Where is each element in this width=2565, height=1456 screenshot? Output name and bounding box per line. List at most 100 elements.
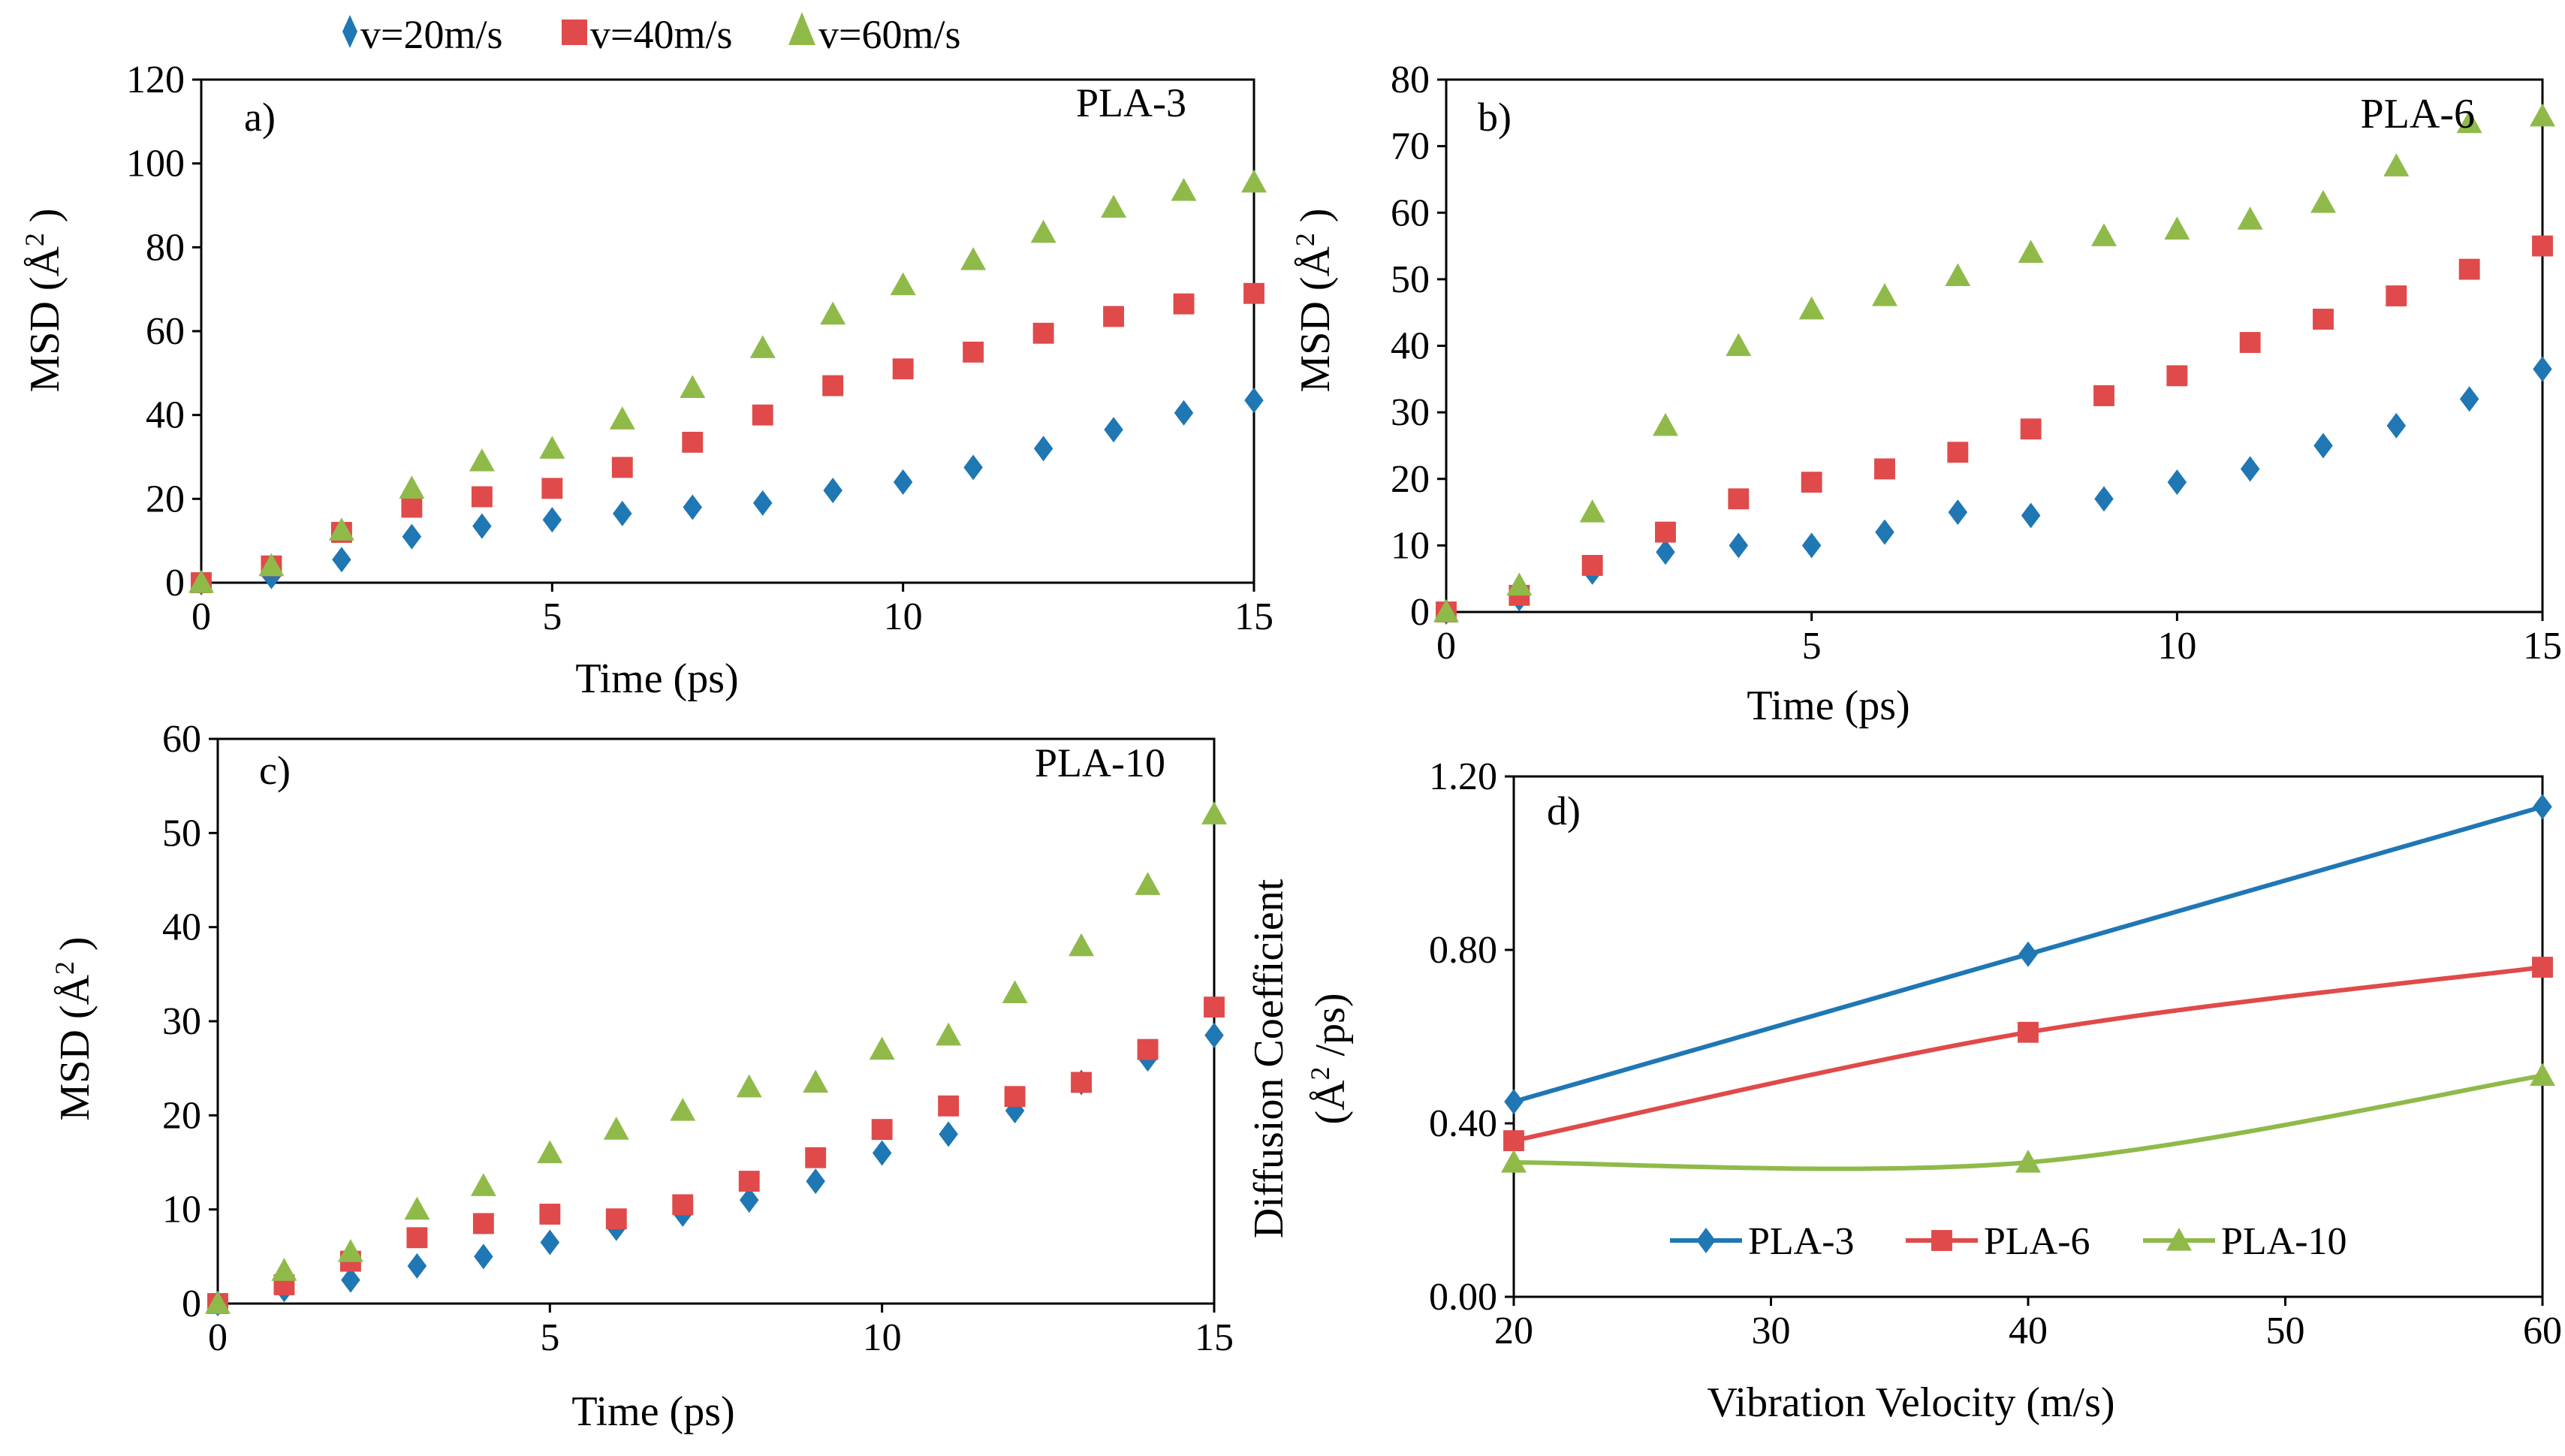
panel-c-ylabel-main: MSD (Å [52,975,98,1121]
data-point [539,1203,561,1225]
x-tick-label: 15 [1234,595,1273,638]
x-tick-label: 50 [2266,1310,2305,1352]
y-tick-label: 40 [162,906,201,949]
data-point [1506,572,1533,596]
y-tick-label: 100 [126,143,185,185]
panel-a-ylabel-sup: 2 [20,233,50,246]
data-point [823,478,842,504]
data-point [542,507,562,533]
data-point [1173,293,1195,315]
data-point [1004,1086,1026,1108]
data-point [672,1194,694,1216]
data-point [1002,980,1028,1003]
data-point [2458,258,2480,280]
panel-c-ylabel-sup: 2 [50,961,80,975]
data-point [2021,502,2041,529]
data-point [1204,1022,1224,1048]
series-pla-3 [1504,794,2552,1115]
data-point [406,1227,428,1249]
panel-a-label: a) [244,95,276,140]
panel-d-ylabel-line1: Diffusion Coefficient [1246,879,1292,1238]
data-point [2015,1149,2041,1173]
data-point [2386,412,2407,439]
data-point [472,1213,494,1234]
data-point [1032,322,1054,344]
data-point [2094,486,2114,512]
data-point [1204,996,1225,1018]
data-point [822,375,844,396]
data-point [2530,1063,2555,1087]
x-tick-label: 15 [1195,1316,1234,1359]
data-point [609,406,635,430]
data-point [472,513,492,539]
legend-label: PLA-10 [2221,1220,2347,1263]
data-point [2459,386,2479,412]
data-point [680,375,706,398]
panel-a-ylabel-main: MSD (Å [22,246,68,393]
data-point [2018,1021,2039,1043]
panel-d-ylabel-line2-end: /ps) [1307,993,1354,1066]
panel-a-ylabel: MSD (Å2 ) [20,208,68,392]
data-point [1801,472,1822,493]
data-point [2456,110,2482,134]
series-v-20m-s [191,387,1264,595]
panel-a-annotation: PLA-3 [1076,80,1186,125]
data-point [806,1168,825,1195]
y-tick-label: 1.20 [1429,755,1497,798]
y-tick-label: 0.80 [1429,929,1497,972]
y-tick-label: 40 [146,394,185,437]
x-tick-label: 10 [884,595,923,638]
y-tick-label: 20 [162,1094,201,1137]
data-point [1728,488,1750,510]
y-tick-label: 50 [1391,258,1430,301]
x-tick-label: 10 [2157,625,2196,668]
data-point [2093,385,2114,406]
panel-d-label: d) [1547,788,1581,834]
series-line [1513,965,2543,1144]
panel-b-label: b) [1478,95,1512,140]
plot-frame [1445,78,2544,613]
legend-label: v=60m/s [818,12,960,57]
data-point [1726,333,1752,357]
data-point [1872,283,1897,306]
series-pla-10 [1501,1063,2555,1173]
series-v-40m-s [191,282,1264,593]
data-point [605,1208,627,1230]
data-point [1945,263,1971,287]
legend-marker-square [562,20,587,45]
data-point [1244,387,1264,414]
data-point [2237,206,2263,230]
data-point [474,1243,493,1270]
y-tick-label: 80 [146,226,185,269]
panel-d-legend: PLA-3 PLA-6 PLA-10 [1670,1220,2347,1263]
series-v-60m-s [205,801,1227,1314]
panel-d-ylabel-line2-main: (Å [1307,1080,1354,1125]
y-tick-label: 10 [1391,524,1430,567]
data-point [1874,458,1895,480]
data-point [936,1022,962,1046]
legend-marker-triangle [788,12,815,45]
y-tick-label: 20 [1391,458,1430,501]
legend-marker [1696,1228,1716,1253]
data-point [739,1187,759,1213]
data-point [1103,306,1125,327]
data-point [603,1117,629,1140]
data-point [1101,194,1127,218]
panel-a-xlabel: Time (ps) [575,656,738,702]
data-point [2310,189,2336,213]
panel-b-ylabel-end: ) [1292,208,1339,233]
data-point [1501,1149,1527,1173]
data-point [1433,599,1459,622]
data-point [539,436,565,459]
data-point [2533,794,2552,820]
data-point [537,1140,563,1164]
panel-c-annotation: PLA-10 [1035,740,1165,785]
y-tick-label: 30 [1391,391,1430,434]
panel-a-ylabel-end: ) [22,208,68,233]
y-tick-label: 60 [162,718,201,761]
panel-c-xlabel: Time (ps) [571,1388,734,1435]
